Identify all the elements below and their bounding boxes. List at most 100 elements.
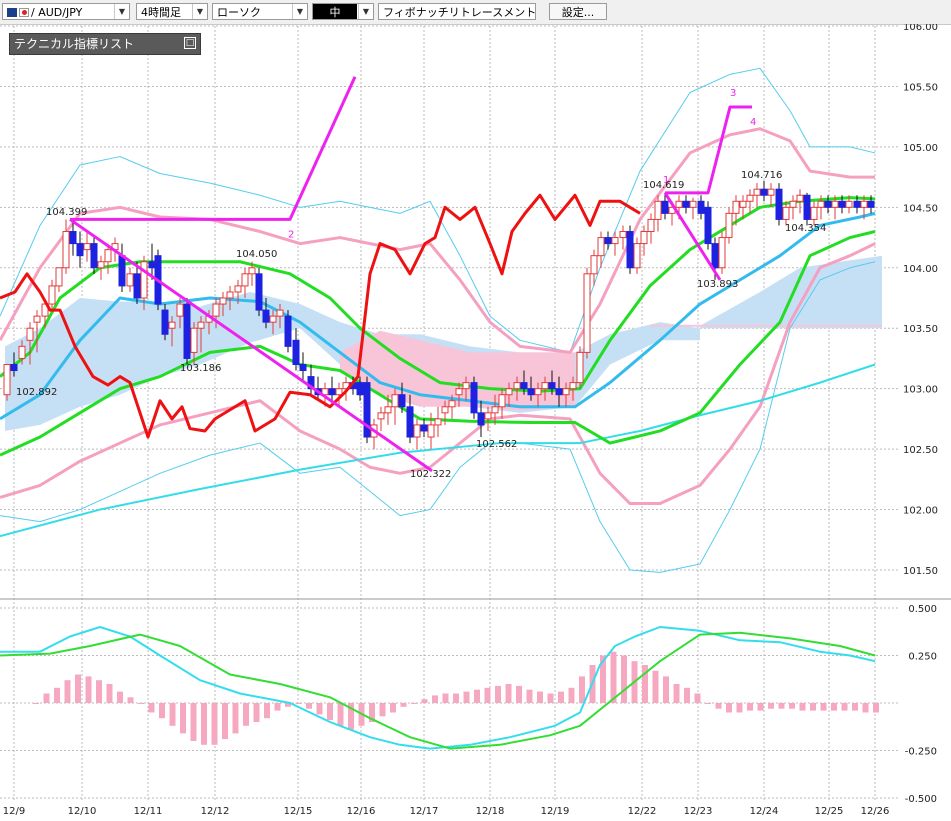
candle-body	[462, 382, 470, 390]
chevron-down-icon[interactable]: ▼	[114, 4, 129, 19]
price-annotation-label: 104.354	[785, 223, 826, 234]
candle-body	[697, 200, 705, 214]
price-annotation-label: 104.619	[643, 180, 684, 191]
date-axis-tick-label: 12/9	[3, 806, 25, 817]
macd-histogram-bar	[159, 703, 165, 719]
macd-histogram-bar	[579, 676, 585, 703]
candle-body	[118, 255, 126, 287]
macd-histogram-bar	[369, 703, 375, 722]
elliott-wave-drawing[interactable]: 2 1 3 4	[69, 76, 756, 473]
red-indicator-line	[0, 193, 641, 439]
candle-body	[534, 388, 542, 396]
candle-body	[682, 200, 690, 208]
date-axis-tick-label: 12/15	[284, 806, 313, 817]
macd-histogram-bar	[96, 680, 102, 703]
candle-body	[434, 418, 442, 426]
candle-body	[484, 412, 492, 420]
indicator-list-panel[interactable]: テクニカル指標リスト □	[9, 33, 201, 55]
bollinger-upper-inner	[0, 127, 875, 354]
macd-histogram-bar	[285, 703, 291, 707]
candle-body	[562, 388, 570, 396]
drawing-tool-select[interactable]: フィボナッチリトレースメント	[378, 3, 536, 20]
candle-body	[654, 200, 662, 220]
settings-button[interactable]: 設定...	[549, 3, 607, 20]
macd-histogram-bar	[862, 703, 869, 713]
macd-histogram-bar	[600, 655, 606, 703]
timeframe-select[interactable]: 4時間足 ▼	[136, 3, 208, 20]
price-axis-tick-label: 106.00	[903, 24, 938, 33]
bollinger-lower-inner	[0, 242, 876, 506]
macd-histogram-bar	[558, 691, 564, 703]
symbol-select[interactable]: / AUD/JPY ▼	[2, 3, 130, 20]
macd-histogram-bar	[33, 703, 39, 704]
long-moving-average	[0, 363, 876, 538]
candle-body	[746, 194, 754, 202]
candle-body	[789, 200, 797, 208]
chart-style-select[interactable]: ローソク ▼	[212, 3, 308, 20]
chevron-down-icon[interactable]: ▼	[358, 4, 373, 19]
macd-histogram-bar	[820, 703, 827, 711]
macd-histogram-bar	[400, 703, 407, 707]
candle-body	[845, 200, 853, 208]
candle-body	[133, 273, 141, 299]
candle-body	[219, 297, 227, 305]
candle-body	[33, 315, 41, 323]
candle-body	[619, 231, 627, 239]
chart-style-label: ローソク	[217, 6, 261, 19]
macd-line	[0, 626, 876, 750]
macd-histogram-bar	[652, 670, 659, 703]
cloud-bullish-area	[700, 255, 882, 329]
date-axis-tick-label: 12/12	[201, 806, 230, 817]
price-axis-tick-label: 105.50	[903, 82, 938, 93]
date-axis-tick-label: 12/11	[134, 806, 163, 817]
candle-body	[611, 237, 619, 245]
candle-body	[527, 388, 535, 396]
macd-histogram-bar	[505, 684, 512, 703]
candle-body	[753, 188, 761, 196]
macd-histogram-bar	[663, 676, 669, 703]
candle-body	[398, 394, 406, 408]
candle-body	[767, 188, 775, 196]
candlestick-series	[3, 180, 875, 450]
macd-histogram-bar	[736, 703, 743, 713]
macd-histogram-bar	[432, 695, 438, 703]
chevron-down-icon[interactable]: ▼	[292, 4, 307, 19]
macd-histogram-bar	[705, 703, 711, 704]
macd-axis-tick-label: 0.250	[908, 652, 937, 663]
candle-body	[55, 267, 63, 287]
price-annotation-label: 102.322	[410, 469, 451, 480]
size-select[interactable]: 中 ▼	[312, 3, 374, 20]
price-annotation-label: 103.186	[180, 363, 221, 374]
candle-body	[441, 406, 449, 414]
short-moving-average	[0, 211, 876, 421]
candle-body	[732, 200, 740, 214]
macd-axis-tick-label: -0.250	[905, 747, 937, 758]
candle-body	[576, 351, 584, 384]
chevron-down-icon[interactable]: ▼	[192, 4, 207, 19]
macd-histogram-bar	[757, 703, 764, 711]
macd-histogram-bar	[768, 703, 774, 709]
price-annotation-label: 102.562	[476, 439, 517, 450]
macd-histogram-bar	[526, 689, 533, 703]
macd-histogram-bar	[778, 703, 785, 709]
macd-histogram-bar	[169, 703, 176, 726]
candle-body	[824, 200, 832, 208]
candle-body	[212, 303, 220, 317]
macd-histogram-bar	[253, 703, 260, 722]
minimize-icon[interactable]: □	[184, 37, 196, 49]
price-annotation-label: 104.716	[741, 170, 782, 181]
candle-body	[583, 273, 591, 353]
macd-histogram-bar	[799, 703, 806, 711]
candle-body	[183, 303, 191, 359]
candle-body	[491, 406, 499, 414]
macd-histogram-bar	[201, 703, 207, 745]
candle-body	[292, 339, 300, 365]
candle-body	[26, 327, 34, 341]
candle-body	[760, 188, 768, 196]
candle-body	[455, 388, 463, 396]
candle-body	[406, 406, 414, 438]
macd-histogram-bar	[621, 655, 627, 703]
candle-body	[307, 376, 315, 390]
candle-body	[520, 382, 528, 390]
macd-histogram-bar	[64, 680, 71, 703]
